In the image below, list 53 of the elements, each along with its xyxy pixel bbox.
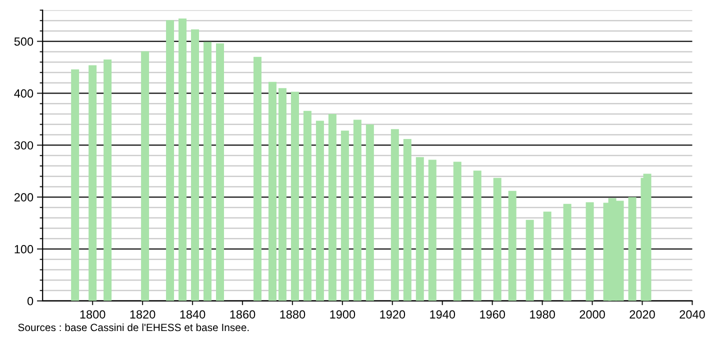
y-tick-label: 300	[14, 141, 34, 150]
bar	[453, 162, 462, 301]
bar	[473, 170, 482, 301]
bar	[71, 69, 80, 301]
bar	[640, 178, 649, 301]
x-tick-label: 1880	[280, 310, 306, 319]
bar	[88, 65, 97, 301]
bar	[178, 18, 187, 301]
bar	[290, 92, 299, 301]
x-tick-label: 1860	[230, 310, 256, 319]
bar	[204, 42, 212, 301]
x-tick-label: 1960	[480, 310, 506, 319]
bar	[216, 43, 224, 301]
x-tick-label: 1820	[130, 310, 156, 319]
x-tick-label: 2040	[680, 310, 705, 319]
bar	[328, 114, 336, 301]
x-tick-label: 1840	[180, 310, 206, 319]
bar	[586, 202, 594, 301]
x-tick-label: 2000	[580, 310, 605, 319]
bar	[303, 110, 312, 301]
bar	[543, 212, 552, 301]
x-tick-label: 1940	[430, 310, 456, 319]
bar	[141, 51, 150, 301]
bar	[493, 178, 502, 301]
y-tick-label: 200	[14, 193, 34, 202]
x-tick-label: 1920	[380, 310, 406, 319]
bar	[316, 120, 324, 301]
bar	[563, 204, 572, 301]
bar	[253, 56, 262, 301]
bar	[268, 82, 276, 301]
x-tick-label: 2020	[630, 310, 655, 319]
x-tick-label: 1900	[330, 310, 356, 319]
bar	[416, 157, 424, 301]
x-tick-label: 1800	[80, 310, 106, 319]
bar	[353, 120, 362, 301]
bar	[191, 29, 200, 301]
bar	[403, 138, 412, 301]
y-tick-label: 0	[27, 296, 34, 306]
bar	[278, 88, 286, 301]
bar	[104, 60, 112, 301]
x-tick-label: 1980	[530, 310, 555, 319]
bar	[340, 130, 349, 301]
source-note: Sources : base Cassini de l'EHESS et base Insee.	[18, 323, 249, 332]
bar	[166, 20, 174, 301]
bar	[428, 160, 436, 301]
bar	[508, 190, 516, 301]
bar	[628, 197, 636, 301]
bar	[390, 129, 399, 301]
y-tick-label: 400	[14, 89, 34, 98]
y-tick-label: 500	[14, 37, 34, 46]
bar	[526, 220, 534, 301]
y-tick-label: 100	[14, 245, 34, 254]
bar	[366, 124, 374, 301]
